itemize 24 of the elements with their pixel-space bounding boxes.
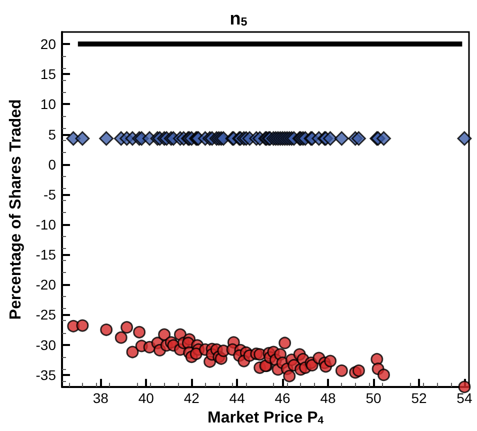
x-axis-title: Market Price P4: [207, 409, 324, 426]
x-tick-label: 52: [411, 390, 427, 406]
y-tick-label: 5: [48, 126, 56, 142]
x-tick-label: 54: [456, 390, 472, 406]
x-tick-label: 42: [184, 390, 200, 406]
x-tick-label: 48: [320, 390, 336, 406]
y-tick-label: 0: [48, 156, 56, 172]
y-tick-label: -5: [44, 186, 56, 202]
y-tick-label: 10: [40, 96, 56, 112]
y-tick-label: 20: [40, 36, 56, 52]
y-tick-label: -35: [36, 366, 56, 383]
x-tick-label: 38: [92, 390, 109, 406]
x-tick-label: 50: [366, 390, 382, 406]
y-tick-label: -25: [36, 306, 56, 323]
x-tick-label: 44: [229, 390, 246, 406]
x-tick-label: 40: [138, 390, 154, 406]
chart-title: n5: [230, 8, 248, 29]
y-tick-label: -15: [36, 246, 56, 263]
y-tick-label: -30: [36, 336, 56, 353]
y-axis-title: Percentage of Shares Traded: [8, 99, 24, 320]
y-tick-label: -20: [36, 276, 56, 293]
x-tick-label: 46: [274, 390, 291, 406]
y-tick-label: -10: [36, 216, 56, 232]
y-tick-label: 15: [40, 66, 56, 82]
